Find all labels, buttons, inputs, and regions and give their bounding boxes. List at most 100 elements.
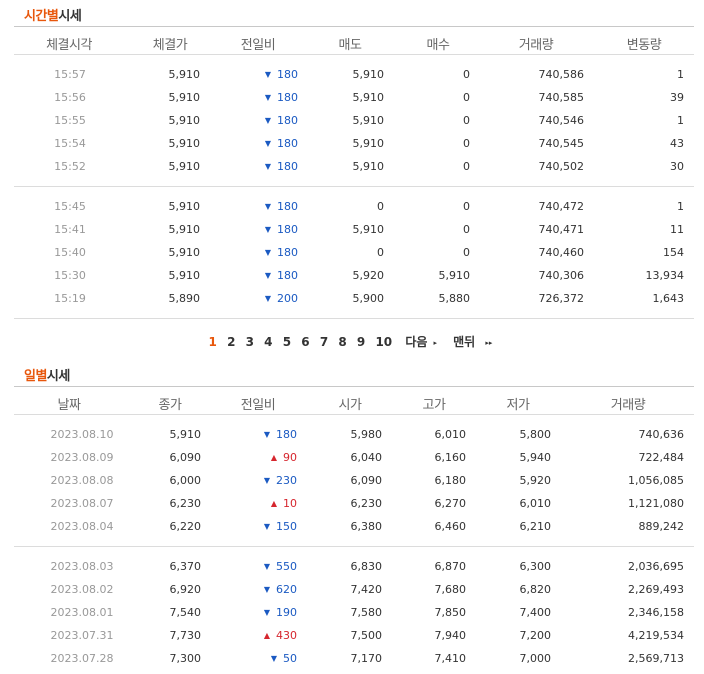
down-triangle-icon: ▼ — [264, 225, 271, 234]
price-cell: 5,910 — [168, 269, 201, 282]
time-header-delta: 변동량 — [626, 38, 662, 53]
daily-table-row: 2023.08.04 6,220 ▼ 150 6,380 6,460 6,210 889,24… — [14, 515, 694, 538]
down-triangle-icon: ▼ — [264, 162, 271, 171]
ask-cell: 0 — [377, 200, 384, 213]
volume-cell: 1,121,080 — [628, 497, 684, 510]
up-triangle-icon: ▲ — [270, 453, 277, 462]
change-cell: ▲ 10 — [244, 492, 297, 515]
open-cell: 6,380 — [350, 520, 383, 533]
volume-cell: 726,372 — [538, 292, 585, 305]
daily-header-open: 시가 — [338, 398, 362, 413]
page-link-3[interactable]: 3 — [245, 335, 254, 349]
volume-cell: 740,636 — [638, 428, 685, 441]
time-header-price: 체결가 — [152, 38, 188, 53]
daily-table-row: 2023.08.02 6,920 ▼ 620 7,420 7,680 6,820 2,269,… — [14, 578, 694, 601]
down-triangle-icon: ▼ — [264, 202, 271, 211]
ask-cell: 0 — [377, 246, 384, 259]
high-cell: 6,180 — [434, 474, 467, 487]
chevron-right-icon: ▸ — [433, 339, 437, 347]
volume-cell: 740,306 — [538, 269, 585, 282]
delta-cell: 43 — [670, 137, 684, 150]
time-section-title: 시간별시세 — [24, 9, 82, 24]
date-cell: 2023.08.04 — [50, 520, 114, 533]
bid-cell: 0 — [463, 68, 470, 81]
daily-table-row: 2023.08.01 7,540 ▼ 190 7,580 7,850 7,400 2,346,… — [14, 601, 694, 624]
volume-cell: 2,569,713 — [628, 652, 684, 665]
time-cell: 15:56 — [54, 91, 86, 104]
volume-cell: 740,586 — [538, 68, 585, 81]
change-cell: ▼ 620 — [244, 578, 297, 601]
change-value: 430 — [276, 629, 297, 642]
daily-table-row: 2023.07.31 7,730 ▲ 430 7,500 7,940 7,200 4,219,… — [14, 624, 694, 647]
change-value: 180 — [277, 137, 298, 150]
low-cell: 6,300 — [519, 560, 552, 573]
change-value: 180 — [277, 246, 298, 259]
page-link-5[interactable]: 5 — [282, 335, 292, 349]
close-cell: 6,090 — [169, 451, 202, 464]
down-triangle-icon: ▼ — [263, 562, 270, 571]
change-value: 180 — [277, 91, 298, 104]
low-cell: 6,010 — [519, 497, 552, 510]
time-table-row: 15:40 5,910 ▼ 180 0 0 740,460 154 — [14, 241, 694, 264]
date-cell: 2023.08.07 — [50, 497, 114, 510]
next-page-button[interactable]: 다음 ▸ — [402, 333, 440, 350]
ask-cell: 5,910 — [352, 223, 385, 236]
page-link-9[interactable]: 9 — [356, 335, 366, 349]
time-header-time: 체결시각 — [46, 38, 92, 53]
ask-cell: 5,920 — [352, 269, 385, 282]
time-table-bottom-border — [14, 318, 694, 319]
down-triangle-icon: ▼ — [264, 294, 271, 303]
change-cell: ▼ 180 — [244, 63, 298, 86]
page-link-6[interactable]: 6 — [301, 335, 310, 349]
low-cell: 5,800 — [519, 428, 552, 441]
open-cell: 5,980 — [350, 428, 383, 441]
change-value: 90 — [283, 451, 297, 464]
high-cell: 7,680 — [434, 583, 467, 596]
time-table-row: 15:52 5,910 ▼ 180 5,910 0 740,502 30 — [14, 155, 694, 178]
daily-table-row: 2023.08.09 6,090 ▲ 90 6,040 6,160 5,940 722,484 — [14, 446, 694, 469]
daily-header-low: 저가 — [506, 398, 530, 413]
volume-cell: 740,546 — [538, 114, 585, 127]
volume-cell: 740,460 — [538, 246, 585, 259]
time-table-row: 15:45 5,910 ▼ 180 0 0 740,472 1 — [14, 195, 694, 218]
page-link-8[interactable]: 8 — [338, 335, 347, 349]
page-link-1[interactable]: 1 — [208, 335, 217, 349]
date-cell: 2023.08.03 — [50, 560, 114, 573]
price-cell: 5,910 — [168, 91, 201, 104]
page-link-2[interactable]: 2 — [227, 335, 236, 349]
up-triangle-icon: ▲ — [263, 631, 270, 640]
change-cell: ▼ 180 — [244, 132, 298, 155]
daily-table-row: 2023.08.10 5,910 ▼ 180 5,980 6,010 5,800 740,63… — [14, 423, 694, 446]
low-cell: 7,400 — [519, 606, 552, 619]
change-cell: ▲ 430 — [244, 624, 297, 647]
time-group-divider — [14, 186, 694, 187]
delta-cell: 1,643 — [652, 292, 685, 305]
bid-cell: 0 — [463, 246, 470, 259]
page-link-7[interactable]: 7 — [319, 335, 329, 349]
high-cell: 6,460 — [434, 520, 467, 533]
price-cell: 5,910 — [168, 223, 201, 236]
time-cell: 15:55 — [54, 114, 86, 127]
change-cell: ▼ 180 — [244, 86, 298, 109]
down-triangle-icon: ▼ — [263, 585, 270, 594]
change-cell: ▼ 190 — [244, 601, 297, 624]
time-cell: 15:30 — [54, 269, 86, 282]
time-table-row: 15:19 5,890 ▼ 200 5,900 5,880 726,372 1,643 — [14, 287, 694, 310]
change-cell: ▼ 180 — [244, 241, 298, 264]
close-cell: 6,370 — [169, 560, 202, 573]
volume-cell: 740,472 — [538, 200, 585, 213]
ask-cell: 5,910 — [352, 137, 385, 150]
last-page-button[interactable]: 맨뒤 ▸▸ — [450, 333, 495, 350]
price-cell: 5,910 — [168, 246, 201, 259]
double-chevron-right-icon: ▸▸ — [485, 339, 493, 347]
delta-cell: 13,934 — [645, 269, 685, 282]
time-header-volume: 거래량 — [518, 38, 554, 53]
change-value: 10 — [283, 497, 297, 510]
up-triangle-icon: ▲ — [270, 499, 277, 508]
close-cell: 7,730 — [169, 629, 202, 642]
next-page-label: 다음 — [405, 335, 428, 349]
change-cell: ▼ 200 — [244, 287, 298, 310]
page-link-10[interactable]: 10 — [375, 335, 393, 349]
page-link-4[interactable]: 4 — [264, 335, 273, 349]
volume-cell: 740,585 — [538, 91, 585, 104]
